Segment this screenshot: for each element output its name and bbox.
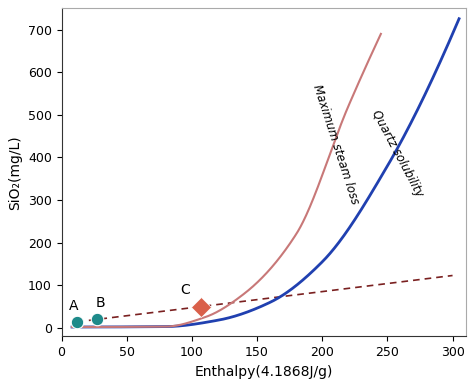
- Text: A: A: [69, 298, 78, 313]
- X-axis label: Enthalpy(4.1868J/g): Enthalpy(4.1868J/g): [194, 365, 333, 378]
- Text: Maximum steam loss: Maximum steam loss: [310, 83, 361, 206]
- Y-axis label: SiO₂(mg/L): SiO₂(mg/L): [9, 135, 22, 210]
- Text: B: B: [96, 296, 106, 310]
- Text: Quartz solubility: Quartz solubility: [369, 108, 426, 199]
- Text: C: C: [181, 283, 190, 297]
